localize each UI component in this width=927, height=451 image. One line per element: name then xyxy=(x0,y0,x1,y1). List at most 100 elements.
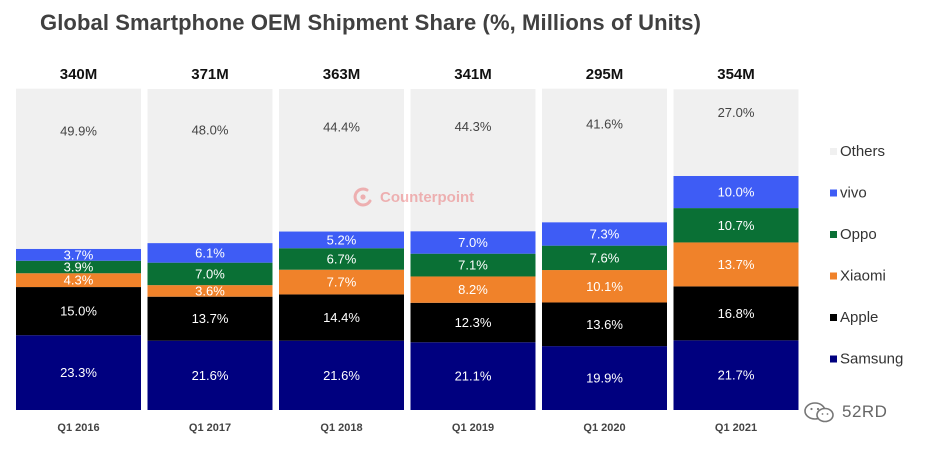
bar-segment-others-q1-2020 xyxy=(542,88,667,223)
legend-label-oppo: Oppo xyxy=(840,226,877,243)
data-label-apple-q1-2021: 16.8% xyxy=(718,306,755,321)
data-label-samsung-q1-2017: 21.6% xyxy=(192,368,229,383)
x-tick-q1-2016: Q1 2016 xyxy=(57,422,99,434)
data-label-xiaomi-q1-2019: 8.2% xyxy=(458,282,488,297)
data-label-others-q1-2020: 41.6% xyxy=(586,117,623,132)
bar-segment-apple-q1-2020 xyxy=(542,302,667,347)
counterpoint-logo-icon xyxy=(353,187,372,207)
data-label-xiaomi-q1-2016: 4.3% xyxy=(64,273,94,288)
data-label-apple-q1-2019: 12.3% xyxy=(455,315,492,330)
data-label-apple-q1-2017: 13.7% xyxy=(192,311,229,326)
data-label-oppo-q1-2017: 7.0% xyxy=(195,266,225,281)
bar-segment-xiaomi-q1-2021 xyxy=(673,242,799,287)
legend-swatch-others xyxy=(830,148,837,155)
total-label-q1-2020: 295M xyxy=(586,66,624,83)
total-label-q1-2016: 340M xyxy=(60,66,98,83)
bar-segment-samsung-q1-2020 xyxy=(542,346,667,410)
data-label-vivo-q1-2021: 10.0% xyxy=(718,185,755,200)
bar-segment-vivo-q1-2018 xyxy=(279,231,404,249)
bar-segment-apple-q1-2019 xyxy=(410,302,536,343)
data-label-samsung-q1-2021: 21.7% xyxy=(718,368,755,383)
data-label-xiaomi-q1-2021: 13.7% xyxy=(718,257,755,272)
total-label-q1-2017: 371M xyxy=(191,66,229,83)
bar-segment-others-q1-2018 xyxy=(279,89,404,232)
data-label-vivo-q1-2017: 6.1% xyxy=(195,245,225,260)
legend: Others vivo Oppo Xiaomi Apple Samsung xyxy=(830,143,903,368)
data-label-others-q1-2019: 44.3% xyxy=(455,119,492,134)
bar-segment-apple-q1-2016 xyxy=(16,287,141,336)
total-label-q1-2021: 354M xyxy=(717,66,755,83)
bar-segment-vivo-q1-2016 xyxy=(16,248,141,261)
legend-label-apple: Apple xyxy=(840,309,878,326)
bar-segment-oppo-q1-2018 xyxy=(279,248,404,270)
data-label-oppo-q1-2019: 7.1% xyxy=(458,258,488,273)
bar-segment-apple-q1-2021 xyxy=(673,286,799,341)
data-label-xiaomi-q1-2020: 10.1% xyxy=(586,279,623,294)
bar-segment-oppo-q1-2020 xyxy=(542,245,667,271)
data-label-others-q1-2017: 48.0% xyxy=(192,122,229,137)
source-badge: 52RD xyxy=(802,400,887,424)
legend-swatch-oppo xyxy=(830,231,837,238)
bar-segment-xiaomi-q1-2016 xyxy=(16,273,141,288)
legend-label-vivo: vivo xyxy=(840,185,867,202)
data-label-samsung-q1-2019: 21.1% xyxy=(455,369,492,384)
data-label-apple-q1-2020: 13.6% xyxy=(586,317,623,332)
bar-segment-xiaomi-q1-2020 xyxy=(542,270,667,303)
data-label-others-q1-2021: 27.0% xyxy=(718,105,755,120)
wechat-icon xyxy=(804,402,834,423)
data-label-oppo-q1-2018: 6.7% xyxy=(327,251,357,266)
bar-segment-samsung-q1-2016 xyxy=(16,335,141,410)
data-label-vivo-q1-2018: 5.2% xyxy=(327,232,357,247)
x-tick-q1-2020: Q1 2020 xyxy=(583,422,625,434)
bar-segment-oppo-q1-2017 xyxy=(147,262,273,286)
bar-segment-others-q1-2019 xyxy=(410,89,536,232)
bar-segment-vivo-q1-2020 xyxy=(542,222,667,246)
data-label-samsung-q1-2020: 19.9% xyxy=(586,371,623,386)
legend-label-xiaomi: Xiaomi xyxy=(840,268,886,285)
legend-label-others: Others xyxy=(840,143,885,160)
counterpoint-watermark: Counterpoint xyxy=(352,186,474,208)
data-label-apple-q1-2016: 15.0% xyxy=(60,304,97,319)
bar-segment-samsung-q1-2019 xyxy=(410,342,536,410)
bar-segment-others-q1-2021 xyxy=(673,89,799,176)
data-label-samsung-q1-2018: 21.6% xyxy=(323,368,360,383)
data-label-xiaomi-q1-2017: 3.6% xyxy=(195,283,225,298)
x-tick-q1-2017: Q1 2017 xyxy=(189,422,231,434)
bar-segment-samsung-q1-2021 xyxy=(673,340,799,410)
data-label-vivo-q1-2016: 3.7% xyxy=(64,247,94,262)
chart-title: Global Smartphone OEM Shipment Share (%,… xyxy=(40,10,702,35)
data-label-vivo-q1-2020: 7.3% xyxy=(590,226,620,241)
bar-segment-samsung-q1-2017 xyxy=(147,340,273,410)
bar-segment-others-q1-2016 xyxy=(16,88,141,249)
data-label-oppo-q1-2016: 3.9% xyxy=(64,259,94,274)
legend-label-samsung: Samsung xyxy=(840,351,903,368)
bar-segment-apple-q1-2018 xyxy=(279,294,404,341)
bar-segment-apple-q1-2017 xyxy=(147,296,273,341)
bars-group: 23.3% 15.0% 4.3%3.9%3.7% 49.9% 340M Q1 2016 21… xyxy=(16,66,799,434)
legend-swatch-xiaomi xyxy=(830,272,837,280)
data-label-oppo-q1-2021: 10.7% xyxy=(718,218,755,233)
data-label-samsung-q1-2016: 23.3% xyxy=(60,365,97,380)
total-label-q1-2019: 341M xyxy=(454,66,492,83)
bar-segment-oppo-q1-2019 xyxy=(410,253,536,277)
bar-segment-vivo-q1-2017 xyxy=(147,243,273,263)
bar-segment-xiaomi-q1-2017 xyxy=(147,285,273,297)
legend-swatch-vivo xyxy=(830,189,837,197)
bar-segment-vivo-q1-2021 xyxy=(673,175,799,209)
data-label-apple-q1-2018: 14.4% xyxy=(323,310,360,325)
bar-segment-oppo-q1-2021 xyxy=(673,208,799,243)
bar-segment-vivo-q1-2019 xyxy=(410,231,536,254)
x-tick-q1-2018: Q1 2018 xyxy=(320,422,362,434)
bar-segment-others-q1-2017 xyxy=(147,89,273,244)
bar-segment-xiaomi-q1-2018 xyxy=(279,269,404,295)
total-label-q1-2018: 363M xyxy=(323,66,361,83)
x-tick-q1-2021: Q1 2021 xyxy=(715,422,757,434)
data-label-others-q1-2018: 44.4% xyxy=(323,119,360,134)
data-label-oppo-q1-2020: 7.6% xyxy=(590,250,620,265)
legend-swatch-apple xyxy=(830,314,837,321)
bar-segment-xiaomi-q1-2019 xyxy=(410,276,536,303)
x-tick-q1-2019: Q1 2019 xyxy=(452,422,494,434)
data-label-xiaomi-q1-2018: 7.7% xyxy=(327,275,357,290)
legend-swatch-samsung xyxy=(830,355,837,363)
